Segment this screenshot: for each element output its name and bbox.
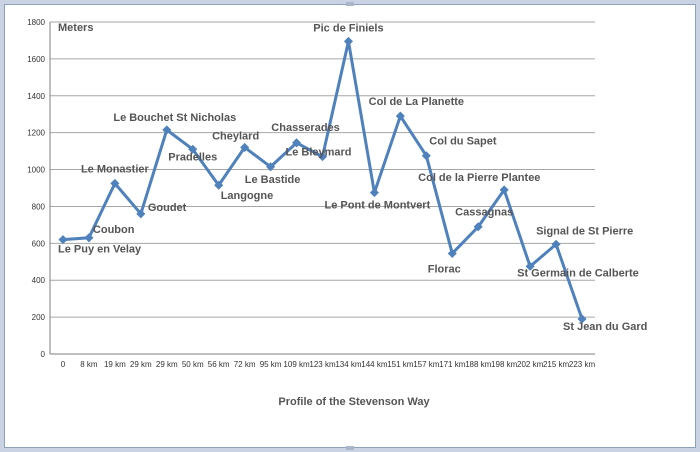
data-point <box>136 209 146 219</box>
point-label: Florac <box>428 263 461 275</box>
data-point <box>84 233 94 243</box>
x-tick-label: 171 km <box>439 360 466 369</box>
y-tick-label: 600 <box>32 239 46 248</box>
x-tick-label: 8 km <box>80 360 98 369</box>
y-tick-label: 800 <box>32 202 46 211</box>
point-label: St Germain de Calberte <box>517 267 639 279</box>
resize-handle-bottom[interactable] <box>346 446 354 450</box>
y-axis-unit-label: Meters <box>58 22 93 34</box>
data-point <box>110 178 120 188</box>
point-label: Col de la Pierre Plantee <box>418 172 540 184</box>
y-tick-label: 400 <box>32 276 46 285</box>
point-label: Langogne <box>221 190 274 202</box>
x-tick-label: 188 km <box>465 360 492 369</box>
data-point <box>499 185 509 195</box>
x-tick-label: 109 km <box>283 360 310 369</box>
x-tick-label: 29 km <box>156 360 178 369</box>
y-tick-labels: 0 200 400 600 800 1000 1200 1400 1600 1800 <box>27 18 45 359</box>
point-label: Coubon <box>93 224 135 236</box>
data-point <box>343 36 353 46</box>
y-tick-label: 1200 <box>27 129 45 138</box>
point-label: Col de La Planette <box>369 96 464 108</box>
x-tick-label: 151 km <box>387 360 414 369</box>
x-tick-label: 198 km <box>491 360 518 369</box>
x-tick-labels: 0 8 km 19 km 29 km 29 km 50 km 56 km 72 km 95 km… <box>61 360 596 369</box>
data-point <box>369 188 379 198</box>
point-label: Le Monastier <box>81 163 150 175</box>
y-tick-label: 1800 <box>27 18 45 27</box>
point-label: Le Bleymard <box>285 147 351 159</box>
x-tick-label: 215 km <box>543 360 570 369</box>
y-tick-label: 200 <box>32 313 46 322</box>
data-point <box>395 111 405 121</box>
x-tick-label: 72 km <box>234 360 256 369</box>
point-label: Cheylard <box>212 130 259 142</box>
gridlines <box>49 21 595 355</box>
x-tick-label: 123 km <box>309 360 336 369</box>
point-label: Le Bouchet St Nicholas <box>113 112 236 124</box>
point-label: Le Bastide <box>245 174 301 186</box>
point-label: Chasserades <box>271 122 340 134</box>
data-point <box>188 144 198 154</box>
point-label: Signal de St Pierre <box>536 225 633 237</box>
x-tick-label: 95 km <box>260 360 282 369</box>
chart-frame <box>4 4 696 448</box>
point-label: Pic de Finiels <box>313 22 383 34</box>
point-label: Goudet <box>148 202 187 214</box>
x-tick-label: 134 km <box>335 360 362 369</box>
point-label: Cassagnas <box>455 207 513 219</box>
point-label: Le Pont de Montvert <box>325 200 431 212</box>
y-tick-label: 1400 <box>27 92 45 101</box>
x-tick-label: 0 <box>61 360 66 369</box>
data-point <box>214 180 224 190</box>
point-label: Col du Sapet <box>429 136 497 148</box>
point-label: Pradelles <box>168 151 217 163</box>
point-label: Le Puy en Velay <box>58 244 142 256</box>
data-point <box>525 261 535 271</box>
resize-handle-top[interactable] <box>346 2 354 6</box>
x-axis-title: Profile of the Stevenson Way <box>278 396 430 408</box>
x-tick-label: 223 km <box>569 360 596 369</box>
x-tick-label: 19 km <box>104 360 126 369</box>
y-tick-label: 0 <box>41 350 46 359</box>
x-tick-label: 202 km <box>517 360 544 369</box>
point-labels: Le Puy en Velay Coubon Le Monastier Goudet L… <box>58 22 647 333</box>
x-tick-label: 144 km <box>361 360 388 369</box>
x-tick-label: 29 km <box>130 360 152 369</box>
point-label: St Jean du Gard <box>563 321 647 333</box>
x-tick-label: 50 km <box>182 360 204 369</box>
x-tick-label: 56 km <box>208 360 230 369</box>
x-tick-label: 157 km <box>413 360 440 369</box>
y-tick-label: 1600 <box>27 55 45 64</box>
y-tick-label: 1000 <box>27 166 45 175</box>
data-point <box>421 151 431 161</box>
data-point <box>240 142 250 152</box>
data-point <box>292 138 302 148</box>
